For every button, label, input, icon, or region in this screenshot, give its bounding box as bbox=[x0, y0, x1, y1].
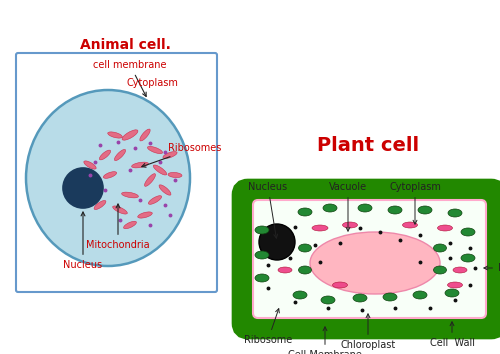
Ellipse shape bbox=[434, 244, 446, 252]
Text: Nucleus: Nucleus bbox=[64, 212, 102, 270]
Ellipse shape bbox=[159, 185, 171, 195]
Ellipse shape bbox=[148, 147, 162, 154]
Ellipse shape bbox=[144, 174, 156, 186]
Text: Ribosomes: Ribosomes bbox=[142, 143, 222, 167]
Ellipse shape bbox=[84, 161, 96, 169]
Text: Animal cell.: Animal cell. bbox=[80, 38, 171, 52]
Ellipse shape bbox=[321, 296, 335, 304]
Ellipse shape bbox=[122, 130, 138, 140]
Ellipse shape bbox=[298, 266, 312, 274]
Text: Cytoplasm: Cytoplasm bbox=[389, 182, 441, 224]
Circle shape bbox=[63, 168, 103, 208]
Ellipse shape bbox=[413, 291, 427, 299]
Text: Cell  Wall: Cell Wall bbox=[430, 322, 474, 348]
FancyBboxPatch shape bbox=[16, 53, 217, 292]
Ellipse shape bbox=[453, 267, 467, 273]
Ellipse shape bbox=[383, 293, 397, 301]
Text: Plant cell: Plant cell bbox=[317, 136, 419, 155]
Text: Vacuole: Vacuole bbox=[329, 182, 367, 231]
Ellipse shape bbox=[108, 132, 122, 138]
Ellipse shape bbox=[140, 129, 150, 141]
Ellipse shape bbox=[342, 222, 357, 228]
Ellipse shape bbox=[255, 251, 269, 259]
Ellipse shape bbox=[148, 196, 162, 204]
Ellipse shape bbox=[278, 267, 292, 273]
Ellipse shape bbox=[312, 225, 328, 231]
Text: Chloroplast: Chloroplast bbox=[340, 314, 396, 350]
Ellipse shape bbox=[124, 221, 136, 229]
Ellipse shape bbox=[255, 226, 269, 234]
Ellipse shape bbox=[298, 244, 312, 252]
Ellipse shape bbox=[138, 212, 152, 218]
Ellipse shape bbox=[323, 204, 337, 212]
Text: Ribosome: Ribosome bbox=[244, 309, 292, 345]
Ellipse shape bbox=[448, 282, 462, 288]
Circle shape bbox=[259, 224, 295, 260]
Ellipse shape bbox=[255, 274, 269, 282]
Ellipse shape bbox=[434, 266, 446, 274]
Text: Cell Membrane: Cell Membrane bbox=[288, 327, 362, 354]
Ellipse shape bbox=[168, 172, 182, 178]
Text: Cytoplasm: Cytoplasm bbox=[126, 78, 178, 88]
Ellipse shape bbox=[388, 206, 402, 214]
Ellipse shape bbox=[448, 209, 462, 217]
Ellipse shape bbox=[461, 254, 475, 262]
FancyBboxPatch shape bbox=[253, 200, 486, 318]
Text: Mitochondria: Mitochondria bbox=[484, 263, 500, 273]
Text: Mitochondria: Mitochondria bbox=[86, 204, 150, 250]
FancyBboxPatch shape bbox=[240, 187, 499, 331]
Ellipse shape bbox=[100, 150, 110, 160]
Ellipse shape bbox=[94, 200, 106, 210]
Ellipse shape bbox=[112, 206, 128, 214]
Ellipse shape bbox=[402, 222, 417, 228]
Ellipse shape bbox=[353, 294, 367, 302]
Ellipse shape bbox=[438, 225, 452, 231]
Ellipse shape bbox=[445, 289, 459, 297]
Ellipse shape bbox=[163, 152, 177, 159]
Ellipse shape bbox=[332, 282, 347, 288]
Ellipse shape bbox=[293, 291, 307, 299]
Ellipse shape bbox=[298, 208, 312, 216]
Ellipse shape bbox=[122, 192, 138, 198]
Ellipse shape bbox=[104, 172, 117, 178]
Ellipse shape bbox=[358, 204, 372, 212]
Ellipse shape bbox=[461, 228, 475, 236]
Ellipse shape bbox=[154, 165, 166, 175]
Ellipse shape bbox=[26, 90, 190, 266]
Ellipse shape bbox=[310, 232, 440, 294]
Text: cell membrane: cell membrane bbox=[93, 60, 167, 96]
Text: Nucleus: Nucleus bbox=[248, 182, 288, 238]
Ellipse shape bbox=[114, 149, 126, 161]
Ellipse shape bbox=[418, 206, 432, 214]
Ellipse shape bbox=[132, 162, 148, 168]
